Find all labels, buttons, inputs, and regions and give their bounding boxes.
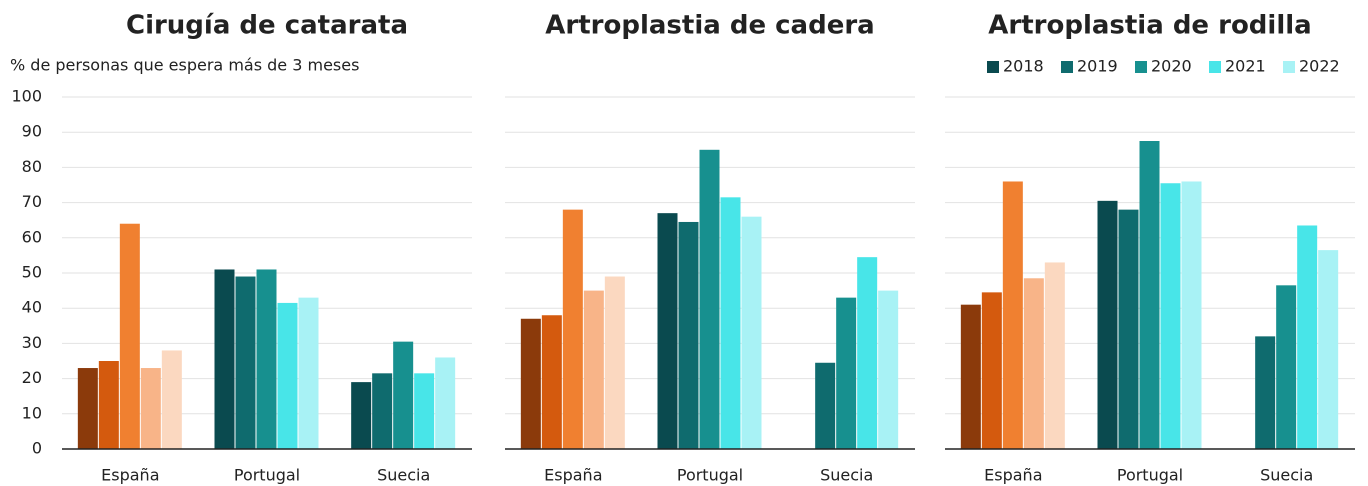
chart-title: Artroplastia de rodilla — [988, 11, 1311, 41]
bar — [604, 276, 625, 449]
bar — [1023, 278, 1044, 449]
bar — [77, 368, 98, 449]
bar — [1044, 262, 1065, 449]
bar — [98, 361, 119, 449]
y-tick-label: 50 — [22, 263, 42, 282]
legend-swatch — [1135, 61, 1147, 73]
y-tick-label: 0 — [32, 439, 42, 458]
bar — [414, 373, 435, 449]
bar — [678, 221, 699, 449]
x-tick-label: Portugal — [234, 466, 300, 485]
legend-swatch — [987, 61, 999, 73]
bar — [351, 382, 372, 449]
bar — [277, 302, 298, 449]
x-tick-label: Suecia — [377, 466, 430, 485]
bar — [1318, 250, 1339, 449]
bar — [235, 276, 256, 449]
legend-swatch — [1209, 61, 1221, 73]
chart-title: Cirugía de catarata — [126, 11, 408, 41]
legend-label: 2022 — [1299, 57, 1340, 76]
bar — [119, 223, 140, 449]
x-tick-label: Portugal — [677, 466, 743, 485]
chart-title: Artroplastia de cadera — [545, 11, 874, 41]
x-tick-label: Suecia — [820, 466, 873, 485]
bar — [541, 315, 562, 449]
bar — [878, 290, 899, 449]
y-tick-label: 10 — [22, 403, 42, 422]
bar — [214, 269, 235, 449]
y-tick-label: 60 — [22, 227, 42, 246]
y-tick-label: 20 — [22, 368, 42, 387]
bar — [1297, 225, 1318, 449]
bar — [1139, 141, 1160, 449]
x-tick-label: España — [101, 466, 159, 485]
legend-swatch — [1283, 61, 1295, 73]
bar — [1002, 181, 1023, 450]
bar — [1118, 209, 1139, 449]
x-tick-label: España — [984, 466, 1042, 485]
legend-label: 2020 — [1151, 57, 1192, 76]
y-tick-label: 70 — [22, 192, 42, 211]
bar — [1276, 285, 1297, 449]
y-tick-label: 30 — [22, 333, 42, 352]
bar — [256, 269, 277, 449]
y-tick-label: 100 — [11, 87, 42, 106]
bar — [393, 341, 414, 449]
y-tick-label: 90 — [22, 122, 42, 141]
y-tick-label: 40 — [22, 298, 42, 317]
bar — [741, 216, 762, 449]
bar — [372, 373, 393, 449]
bar — [140, 368, 161, 449]
bar — [520, 318, 541, 449]
bar — [857, 257, 878, 449]
bar — [298, 297, 319, 449]
x-tick-label: Portugal — [1117, 466, 1183, 485]
bar — [720, 197, 741, 449]
bar — [1181, 181, 1202, 450]
bar — [562, 209, 583, 449]
bar — [1255, 336, 1276, 449]
x-tick-label: Suecia — [1260, 466, 1313, 485]
y-axis-label: % de personas que espera más de 3 meses — [10, 56, 359, 75]
bar — [583, 290, 604, 449]
legend-label: 2021 — [1225, 57, 1266, 76]
legend-label: 2019 — [1077, 57, 1118, 76]
legend-swatch — [1061, 61, 1073, 73]
bar — [1160, 183, 1181, 450]
bar — [815, 362, 836, 449]
bar — [657, 213, 678, 449]
bar — [960, 304, 981, 449]
y-tick-label: 80 — [22, 157, 42, 176]
bar — [981, 292, 1002, 449]
x-tick-label: España — [544, 466, 602, 485]
bar — [1097, 200, 1118, 449]
bar — [161, 350, 182, 449]
bar — [435, 357, 456, 449]
legend-label: 2018 — [1003, 57, 1044, 76]
bar — [699, 149, 720, 450]
bar — [836, 297, 857, 449]
